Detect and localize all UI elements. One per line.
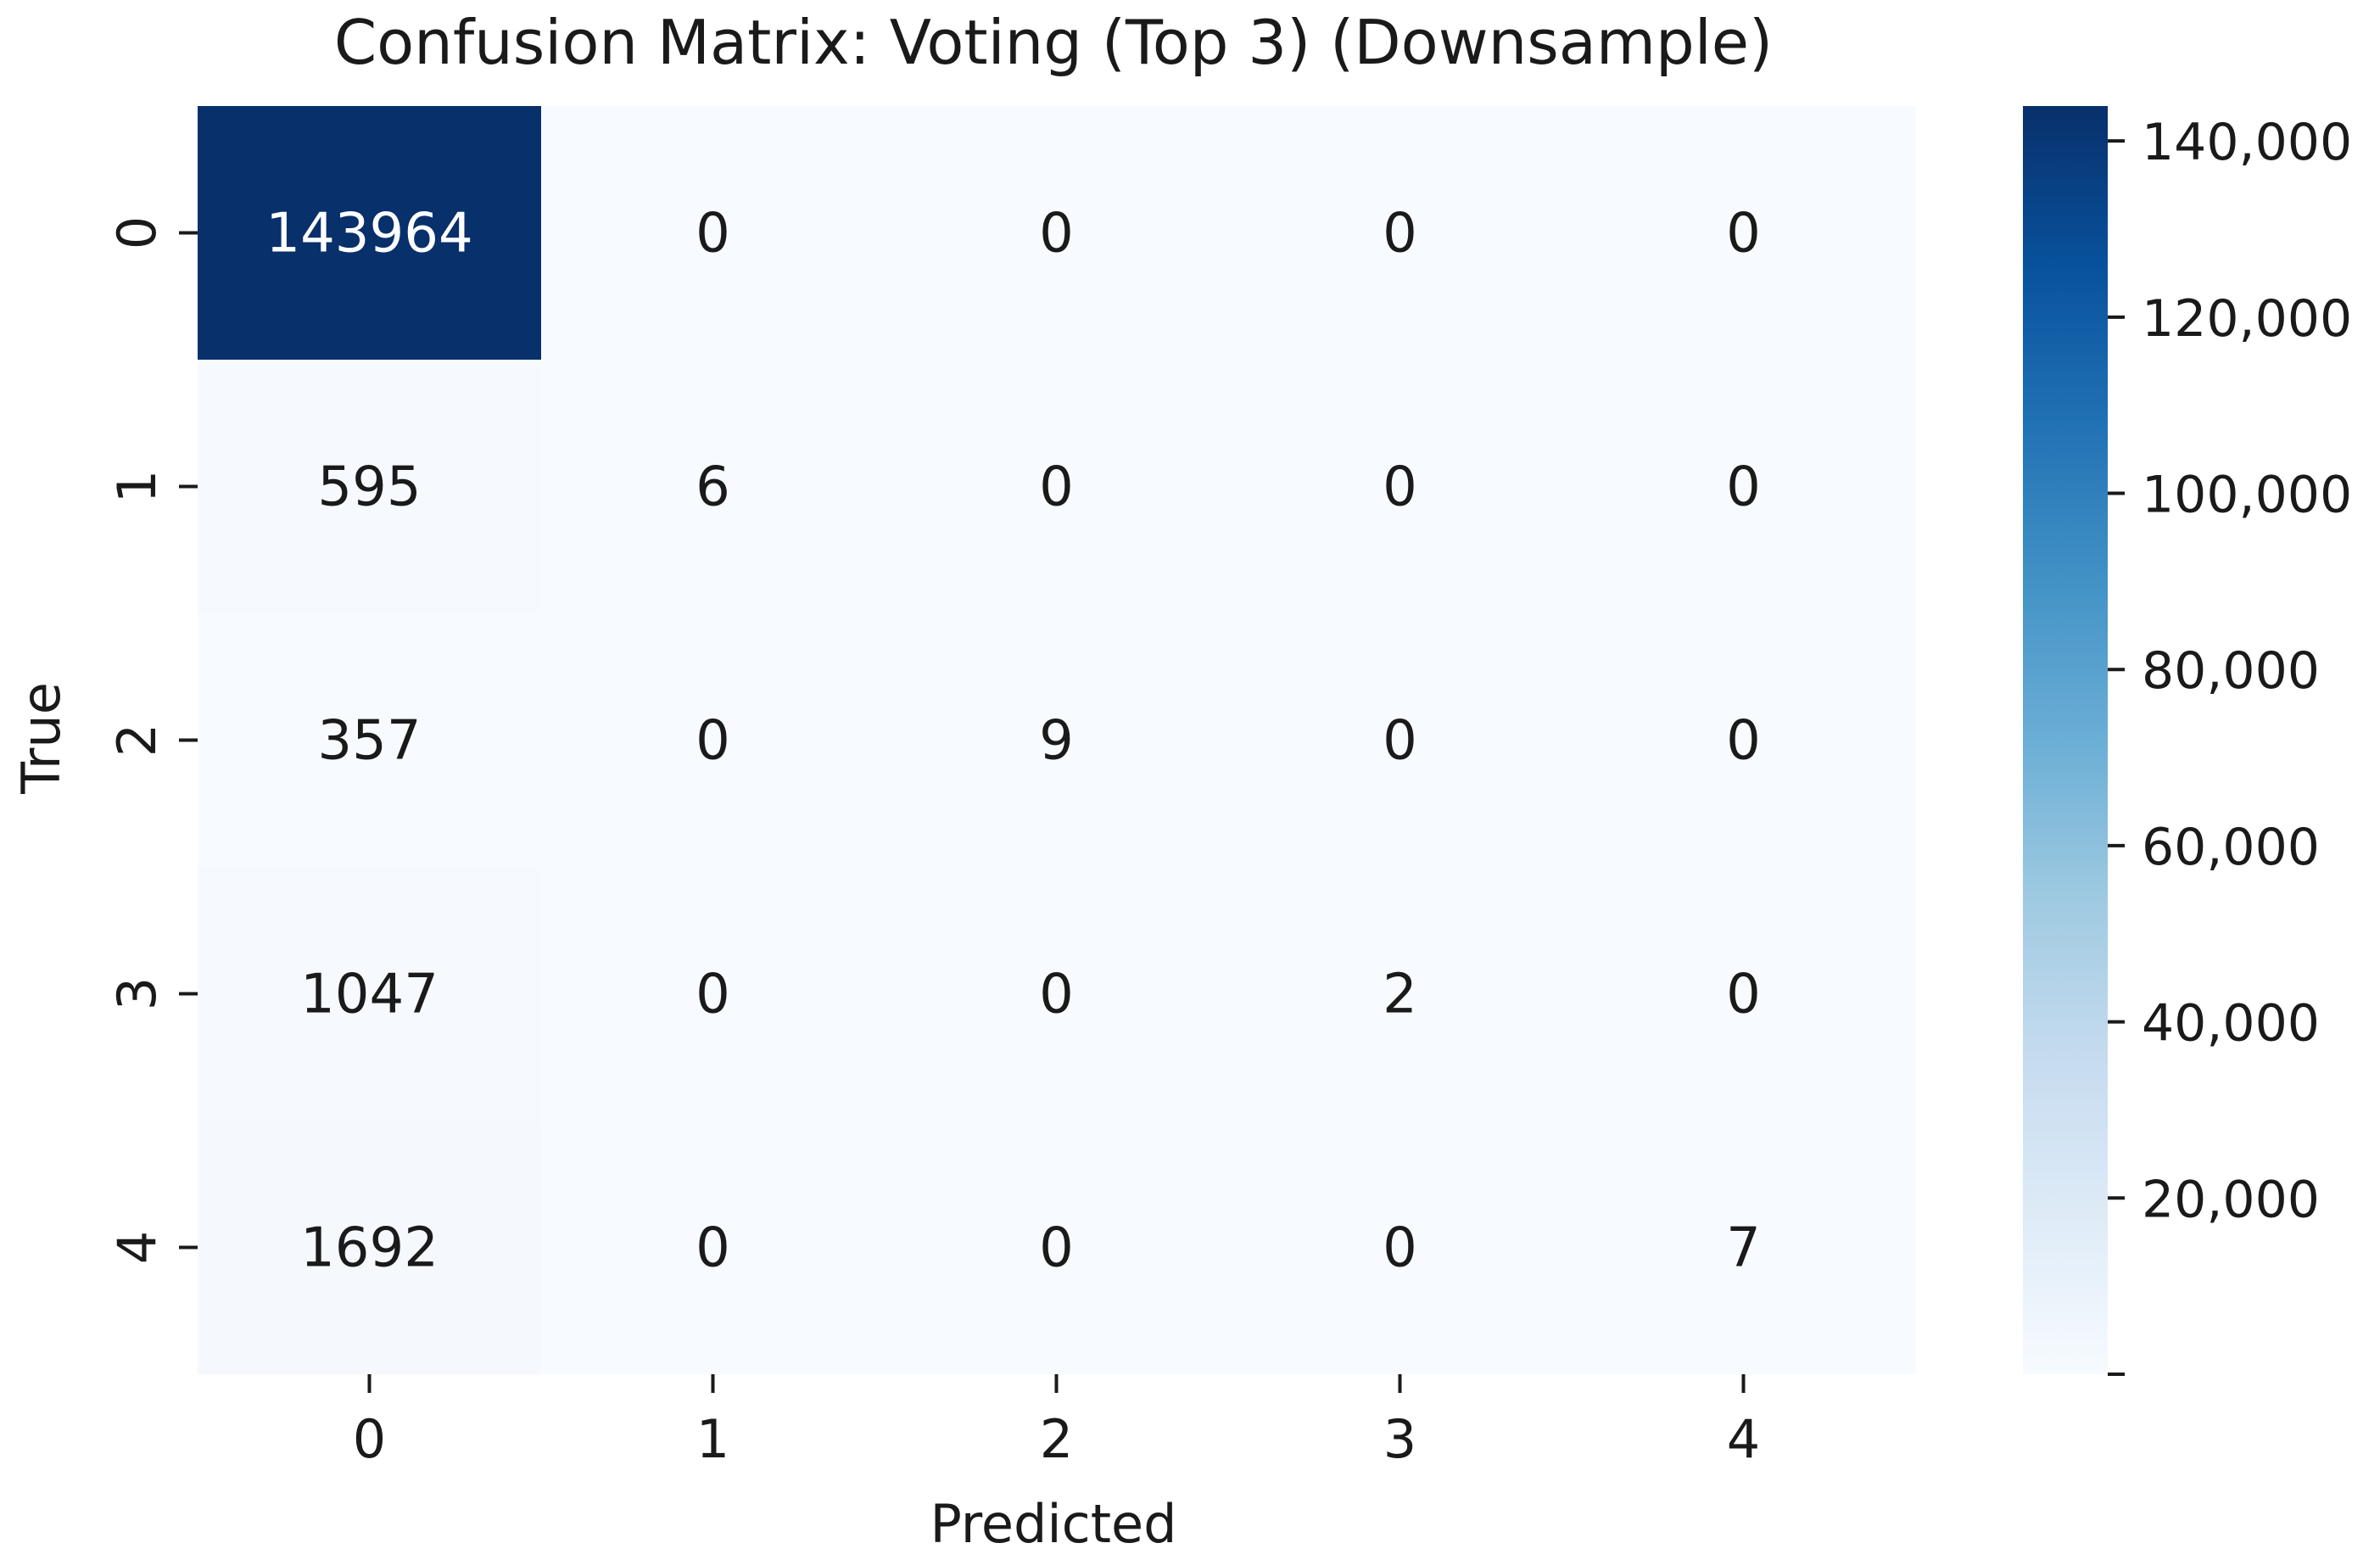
cell-value-label: 2 xyxy=(1383,964,1417,1026)
colorbar-tick-label: 120,000 xyxy=(2142,289,2352,349)
heatmap-cell xyxy=(1228,867,1573,1121)
cell-value-label: 1692 xyxy=(300,1217,439,1280)
x-tick-label: 1 xyxy=(696,1408,729,1470)
cell-value-label: 0 xyxy=(696,1217,730,1280)
colorbar-ticks: 20,000 40,000 60,000 80,000 100,000 120,000 14… xyxy=(2108,113,2352,1376)
cell-value-label: 0 xyxy=(1726,456,1761,519)
cell-value-label: 143964 xyxy=(265,203,472,266)
heatmap-cell xyxy=(1572,360,1916,614)
heatmap-cell xyxy=(198,613,542,868)
heatmap-cell xyxy=(198,106,542,361)
heatmap-cell xyxy=(1572,613,1916,868)
cell-value-label: 0 xyxy=(696,710,730,773)
heatmap-cells: 143964 0 0 0 0 595 6 0 0 0 357 0 9 0 0 1047 0 0 2 0 1692 0 0 0 7 xyxy=(198,106,1916,1375)
y-tick-label: 3 xyxy=(106,977,168,1010)
cell-value-label: 595 xyxy=(317,456,421,519)
heatmap-cell xyxy=(885,867,1229,1121)
x-axis: 0 1 2 3 4 xyxy=(353,1374,1760,1470)
y-tick-label: 0 xyxy=(106,216,168,249)
cell-value-label: 0 xyxy=(1039,456,1074,519)
heatmap-cell xyxy=(198,1121,542,1375)
colorbar-tick-label: 80,000 xyxy=(2142,641,2320,701)
colorbar-tick-label: 20,000 xyxy=(2142,1170,2320,1229)
heatmap-cell xyxy=(541,106,886,361)
cell-value-label: 0 xyxy=(1726,203,1761,266)
cell-value-label: 6 xyxy=(696,456,730,519)
heatmap-cell xyxy=(1228,106,1573,361)
cell-value-label: 357 xyxy=(317,710,421,773)
cell-value-label: 0 xyxy=(1726,964,1761,1026)
colorbar-tick-label: 40,000 xyxy=(2142,994,2320,1054)
x-axis-label: Predicted xyxy=(930,1493,1176,1555)
x-tick-label: 3 xyxy=(1383,1408,1416,1470)
cell-value-label: 0 xyxy=(1726,710,1761,773)
colorbar-tick-label: 140,000 xyxy=(2142,113,2352,172)
y-axis-label: True xyxy=(10,682,72,795)
heatmap-cell xyxy=(885,613,1229,868)
y-tick-label: 4 xyxy=(106,1231,168,1264)
heatmap-cell xyxy=(541,360,886,614)
colorbar-gradient xyxy=(2023,106,2108,1374)
y-tick-label: 2 xyxy=(106,724,168,757)
cell-value-label: 0 xyxy=(1383,1217,1417,1280)
cell-value-label: 0 xyxy=(696,964,730,1026)
colorbar: 20,000 40,000 60,000 80,000 100,000 120,000 14… xyxy=(2023,106,2352,1376)
x-tick-label: 0 xyxy=(353,1408,386,1470)
cell-value-label: 9 xyxy=(1039,710,1074,773)
heatmap-cell xyxy=(541,613,886,868)
cell-value-label: 0 xyxy=(1383,710,1417,773)
cell-value-label: 0 xyxy=(696,203,730,266)
heatmap-cell xyxy=(198,867,542,1121)
cell-value-label: 0 xyxy=(1039,964,1074,1026)
heatmap-cell xyxy=(885,106,1229,361)
x-tick-label: 2 xyxy=(1040,1408,1073,1470)
heatmap-cell xyxy=(885,360,1229,614)
cell-value-label: 0 xyxy=(1039,1217,1074,1280)
x-tick-label: 4 xyxy=(1727,1408,1760,1470)
cell-value-label: 1047 xyxy=(300,964,439,1026)
y-tick-label: 1 xyxy=(106,470,168,503)
heatmap-cell xyxy=(541,867,886,1121)
cell-value-label: 0 xyxy=(1383,203,1417,266)
chart-title: Confusion Matrix: Voting (Top 3) (Downsa… xyxy=(334,7,1773,78)
heatmap-cell xyxy=(1572,867,1916,1121)
heatmap-cell xyxy=(1228,360,1573,614)
y-axis: 0 1 2 3 4 xyxy=(106,216,198,1264)
colorbar-tick-label: 100,000 xyxy=(2142,466,2352,525)
colorbar-tick-label: 60,000 xyxy=(2142,818,2320,877)
heatmap-cell xyxy=(1228,1121,1573,1375)
cell-value-label: 0 xyxy=(1383,456,1417,519)
heatmap-cell xyxy=(541,1121,886,1375)
heatmap-cell xyxy=(198,360,542,614)
heatmap-cell xyxy=(1228,613,1573,868)
heatmap-cell xyxy=(885,1121,1229,1375)
heatmap-cell xyxy=(1572,1121,1916,1375)
heatmap-cell xyxy=(1572,106,1916,361)
cell-value-label: 7 xyxy=(1726,1217,1761,1280)
cell-value-label: 0 xyxy=(1039,203,1074,266)
